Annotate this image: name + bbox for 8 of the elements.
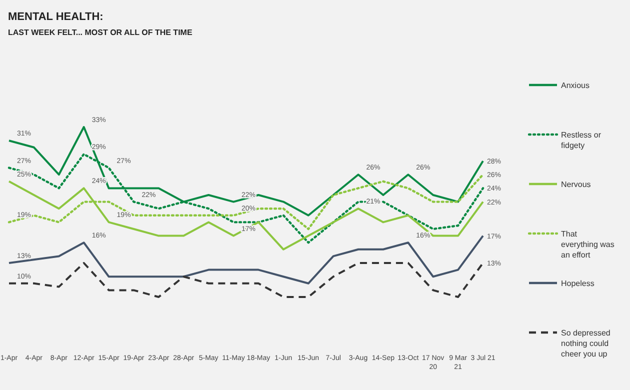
legend-label: Hopeless xyxy=(561,279,594,288)
legend-label: That everything was an effort xyxy=(561,230,614,260)
legend-label: Anxious xyxy=(561,81,590,90)
legend-label: So depressed nothing could cheer you up xyxy=(561,328,610,358)
chart-title: MENTAL HEALTH: xyxy=(8,11,104,23)
chart-subtitle: LAST WEEK FELT... MOST OR ALL OF THE TIME xyxy=(8,28,193,37)
legend-label: Restless or fidgety xyxy=(561,130,602,150)
legend-label: Nervous xyxy=(561,180,591,189)
